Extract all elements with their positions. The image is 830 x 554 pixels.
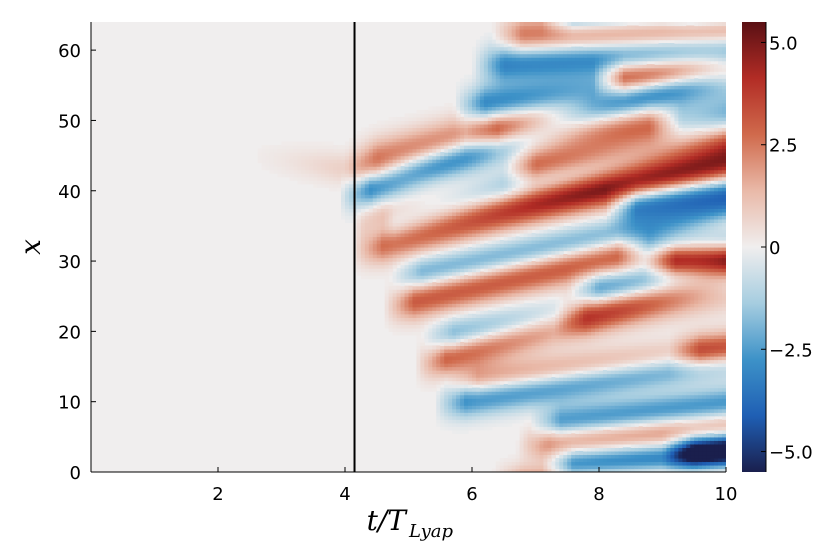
x-tick-labels: 2 4 6 8 10: [212, 467, 737, 505]
plot-axes: [90, 22, 726, 473]
colorbar-tick-label: 0: [769, 238, 780, 259]
colorbar-tick-label: −2.5: [769, 340, 813, 361]
x-tick-label: 8: [593, 484, 604, 505]
y-tick-label: 50: [58, 111, 81, 132]
x-tick-label: 2: [212, 484, 223, 505]
y-tick-label: 0: [70, 463, 81, 484]
colorbar-tick-label: −5.0: [769, 443, 813, 464]
x-tick-label: 10: [715, 484, 738, 505]
y-tick-label: 20: [58, 322, 81, 343]
y-tick-label: 40: [58, 182, 81, 203]
colorbar-tick-label: 5.0: [769, 33, 798, 54]
y-axis-label: x: [14, 239, 47, 255]
x-axis-label: t/T: [367, 504, 409, 537]
y-tick-label: 60: [58, 41, 81, 62]
x-axis-label-subscript: Lyap: [408, 521, 454, 542]
heatmap-field: [91, 22, 726, 472]
y-tick-label: 10: [58, 393, 81, 414]
colorbar-tick-label: 2.5: [769, 136, 798, 157]
y-tick-label: 30: [58, 252, 81, 273]
colorbar-ticks: 5.0 2.5 0 −2.5 −5.0: [761, 22, 813, 472]
x-tick-label: 4: [339, 484, 350, 505]
y-tick-labels: 0 10 20 30 40 50 60: [58, 41, 96, 484]
x-tick-label: 6: [466, 484, 477, 505]
